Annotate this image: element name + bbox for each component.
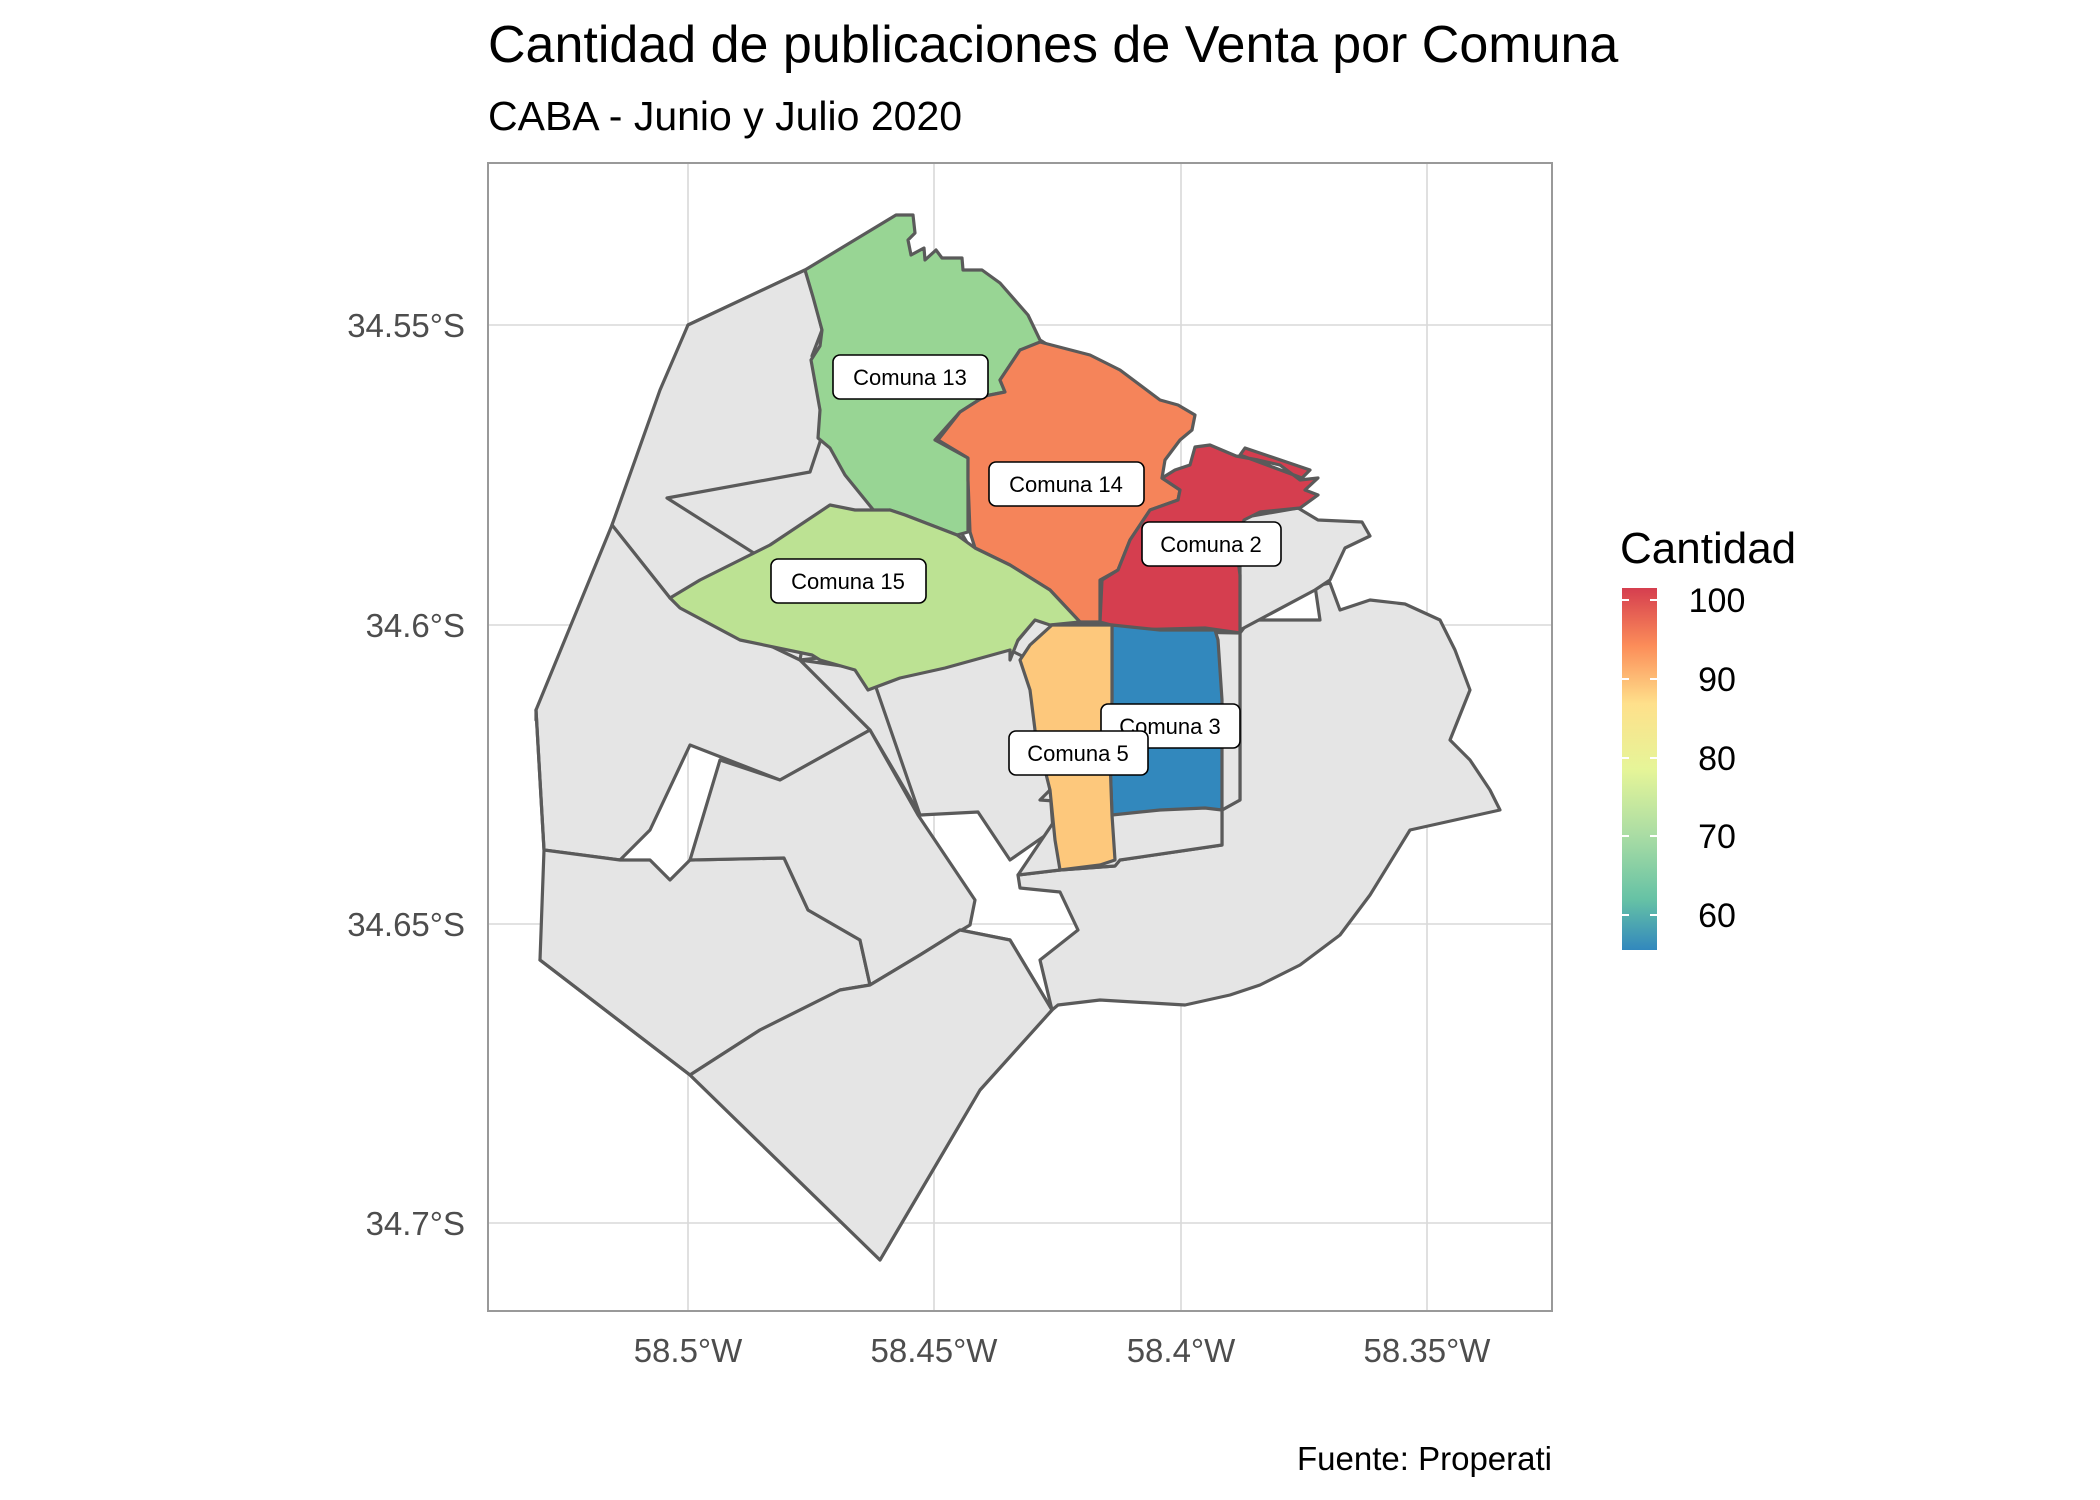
label-comuna-14: Comuna 14 xyxy=(988,461,1145,507)
label-comuna-2: Comuna 2 xyxy=(1141,521,1282,567)
comuna-region-sudoeste-2 xyxy=(688,728,977,987)
comuna-region-norte xyxy=(610,268,832,662)
y-tick-label: 34.55°S xyxy=(347,307,465,344)
legend-tick-label: 80 xyxy=(1698,740,1736,778)
legend-ticks xyxy=(1622,599,1657,916)
label-comuna-15: Comuna 15 xyxy=(770,558,927,604)
legend-title: Cantidad xyxy=(1620,524,1796,573)
x-tick-label: 58.4°W xyxy=(1127,1332,1236,1369)
label-comuna-5: Comuna 5 xyxy=(1008,730,1149,776)
x-axis: 58.5°W 58.45°W 58.4°W 58.35°W xyxy=(634,1332,1492,1369)
label-box xyxy=(1008,730,1149,776)
label-box xyxy=(988,461,1145,507)
label-text: Comuna 5 xyxy=(1027,741,1129,766)
legend-colorbar xyxy=(1622,588,1657,950)
label-box xyxy=(1141,521,1282,567)
legend-tick-label: 70 xyxy=(1698,818,1736,856)
label-text: Comuna 2 xyxy=(1160,532,1262,557)
x-tick-label: 58.35°W xyxy=(1364,1332,1492,1369)
y-axis: 34.55°S 34.6°S 34.65°S 34.7°S xyxy=(347,307,465,1242)
label-text: Comuna 15 xyxy=(791,569,905,594)
x-tick-label: 58.5°W xyxy=(634,1332,743,1369)
x-tick-label: 58.45°W xyxy=(871,1332,999,1369)
legend-tick-label: 90 xyxy=(1698,661,1736,699)
label-box xyxy=(832,354,989,400)
label-comuna-13: Comuna 13 xyxy=(832,354,989,400)
legend: Cantidad 100 90 80 70 60 xyxy=(1620,524,1796,950)
comuna-region-lugano xyxy=(538,928,1054,1262)
legend-tick-label: 60 xyxy=(1698,897,1736,935)
map-title: Cantidad de publicaciones de Venta por C… xyxy=(488,16,1618,74)
label-text: Comuna 14 xyxy=(1009,472,1123,497)
label-text: Comuna 13 xyxy=(853,365,967,390)
caption-source: Fuente: Properati xyxy=(1297,1440,1552,1477)
y-tick-label: 34.65°S xyxy=(347,906,465,943)
legend-tick-label: 100 xyxy=(1689,582,1746,620)
y-tick-label: 34.6°S xyxy=(366,607,465,644)
y-tick-label: 34.7°S xyxy=(366,1205,465,1242)
label-box xyxy=(770,558,927,604)
panel-border xyxy=(487,162,1553,1312)
map-subtitle: CABA - Junio y Julio 2020 xyxy=(488,93,962,139)
